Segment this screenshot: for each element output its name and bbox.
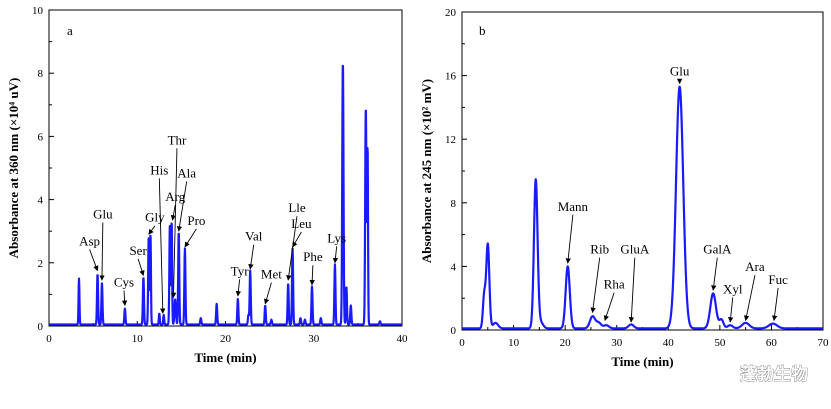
peak-label-arg: Arg (165, 189, 185, 204)
peak-label-lle: Lle (288, 200, 306, 215)
x-tick-label: 20 (220, 333, 232, 345)
x-tick-label: 40 (397, 333, 409, 345)
peak-arrow (603, 292, 615, 321)
x-axis-title: Time (min) (194, 350, 256, 365)
peak-arrow (628, 257, 636, 323)
peak-label-tyr: Tyr (231, 263, 250, 278)
peak-label-rib: Rib (590, 242, 609, 257)
peak-label-gala: GalA (703, 242, 732, 257)
peak-label-lys: Lys (327, 230, 346, 245)
peak-arrow (711, 257, 718, 291)
peak-arrow (137, 258, 145, 276)
peak-label-pro: Pro (187, 213, 205, 228)
x-tick-label: 50 (714, 337, 726, 349)
x-tick-label: 40 (663, 337, 675, 349)
x-tick-label: 0 (46, 333, 52, 345)
y-tick-label: 6 (38, 131, 44, 143)
x-tick-label: 10 (508, 337, 520, 349)
y-tick-label: 8 (38, 68, 44, 80)
y-tick-label: 8 (451, 198, 457, 210)
peak-label-asp: Asp (79, 233, 100, 248)
peak-arrow (99, 222, 105, 281)
peak-arrow (332, 246, 339, 264)
peak-arrow (170, 205, 177, 221)
peak-arrow (590, 257, 601, 314)
x-tick-label: 10 (132, 333, 144, 345)
peak-label-rha: Rha (604, 277, 625, 292)
peak-arrow (771, 287, 779, 321)
peak-label-mann: Mann (558, 199, 589, 214)
y-tick-label: 12 (445, 134, 456, 146)
peak-arrow (286, 216, 298, 281)
peak-arrow (292, 231, 302, 248)
peak-arrow (727, 297, 734, 323)
peak-arrow (565, 214, 574, 264)
watermark-text: 蓬勃生物 (740, 364, 808, 385)
peak-label-ser: Ser (129, 243, 147, 258)
y-tick-label: 10 (32, 5, 44, 17)
x-tick-label: 70 (818, 337, 830, 349)
peak-label-ala: Ala (177, 165, 196, 180)
y-axis-title: Absorbance at 245 nm (×10² mV) (419, 79, 434, 263)
x-axis-title: Time (min) (611, 354, 673, 369)
peak-arrow (158, 178, 166, 314)
peak-label-val: Val (245, 229, 263, 244)
peak-arrow (309, 265, 315, 286)
peak-label-gly: Gly (145, 210, 165, 225)
peak-label-xyl: Xyl (723, 281, 743, 296)
panel-b-chart: 0 10 20 30 40 50 60 70 0 4 8 12 16 20 Time (min) Absorb… (419, 7, 829, 369)
peak-label-met: Met (261, 267, 282, 282)
peak-arrow (176, 181, 188, 232)
panel-letter: a (67, 23, 73, 38)
peak-label-ara: Ara (745, 259, 765, 274)
y-tick-label: 4 (451, 261, 457, 273)
chromatogram-trace (461, 85, 824, 330)
x-tick-label: 30 (308, 333, 320, 345)
peak-arrow (248, 244, 255, 270)
peak-arrow (170, 148, 178, 299)
x-tick-label: 20 (560, 337, 572, 349)
y-tick-label: 2 (38, 258, 44, 270)
peak-label-glu: Glu (670, 64, 690, 79)
y-tick-label: 4 (38, 195, 44, 207)
peak-label-fuc: Fuc (768, 272, 788, 287)
peak-label-thr: Thr (168, 132, 187, 147)
peak-arrow (235, 279, 242, 297)
panel-letter: b (479, 23, 486, 38)
y-tick-label: 20 (445, 7, 457, 19)
peak-arrow (184, 228, 197, 248)
peak-label-cys: Cys (114, 275, 134, 290)
peak-label-his: His (150, 162, 168, 177)
x-tick-label: 60 (766, 337, 778, 349)
peak-label-glua: GluA (620, 242, 650, 257)
peak-arrow (89, 249, 99, 272)
chromatogram-trace (48, 64, 403, 326)
peak-arrow (743, 275, 756, 321)
y-tick-label: 0 (38, 321, 44, 333)
x-tick-label: 30 (611, 337, 623, 349)
peak-arrow (263, 282, 272, 305)
peak-label-phe: Phe (303, 249, 323, 264)
y-tick-label: 16 (445, 71, 457, 83)
peak-arrow (121, 290, 128, 306)
peak-arrow (148, 225, 156, 235)
x-tick-label: 0 (459, 337, 465, 349)
panel-a-chart: 0 10 20 30 40 0 2 4 6 8 10 Time (min) Absorbance at … (6, 5, 408, 365)
y-tick-label: 0 (451, 325, 457, 337)
peak-label-glu: Glu (93, 207, 113, 222)
y-axis-title: Absorbance at 360 nm (×10⁴ uV) (6, 78, 21, 259)
peak-label-leu: Leu (291, 216, 312, 231)
